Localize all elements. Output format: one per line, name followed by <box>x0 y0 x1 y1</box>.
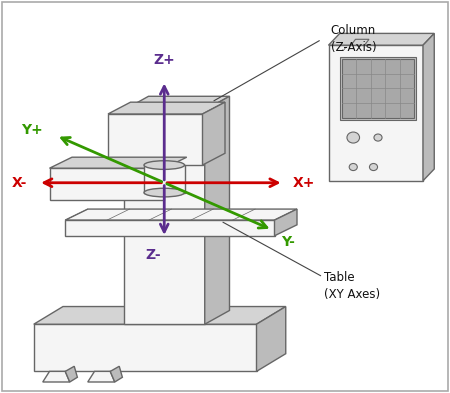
Polygon shape <box>144 165 184 193</box>
Text: Z-: Z- <box>145 248 161 262</box>
Ellipse shape <box>144 188 184 197</box>
Text: Table
(XY Axes): Table (XY Axes) <box>324 271 380 301</box>
Polygon shape <box>328 45 423 181</box>
Polygon shape <box>124 96 230 110</box>
Text: Y-: Y- <box>281 235 295 249</box>
Polygon shape <box>34 324 256 371</box>
Ellipse shape <box>374 134 382 141</box>
Polygon shape <box>342 59 414 118</box>
Polygon shape <box>65 209 297 220</box>
Polygon shape <box>328 33 434 45</box>
Polygon shape <box>202 102 225 165</box>
Text: Column
(Z-Axis): Column (Z-Axis) <box>331 24 376 53</box>
Polygon shape <box>110 366 122 382</box>
Polygon shape <box>351 39 369 45</box>
Polygon shape <box>423 33 434 181</box>
Polygon shape <box>50 168 164 200</box>
Polygon shape <box>274 209 297 236</box>
Polygon shape <box>65 366 77 382</box>
Polygon shape <box>88 371 115 382</box>
Polygon shape <box>340 57 416 120</box>
Text: Z+: Z+ <box>153 53 175 67</box>
Polygon shape <box>256 307 286 371</box>
Text: Y+: Y+ <box>21 123 43 138</box>
Polygon shape <box>43 371 70 382</box>
Ellipse shape <box>349 163 357 171</box>
Text: X-: X- <box>12 176 27 190</box>
Polygon shape <box>124 110 205 324</box>
Text: X+: X+ <box>292 176 315 190</box>
Polygon shape <box>108 102 225 114</box>
Polygon shape <box>34 307 286 324</box>
Polygon shape <box>50 157 187 168</box>
Polygon shape <box>205 96 230 324</box>
Polygon shape <box>65 220 274 236</box>
Ellipse shape <box>369 163 378 171</box>
Text: ✓: ✓ <box>341 46 348 54</box>
Polygon shape <box>108 114 202 165</box>
Ellipse shape <box>347 132 360 143</box>
Ellipse shape <box>144 161 184 169</box>
